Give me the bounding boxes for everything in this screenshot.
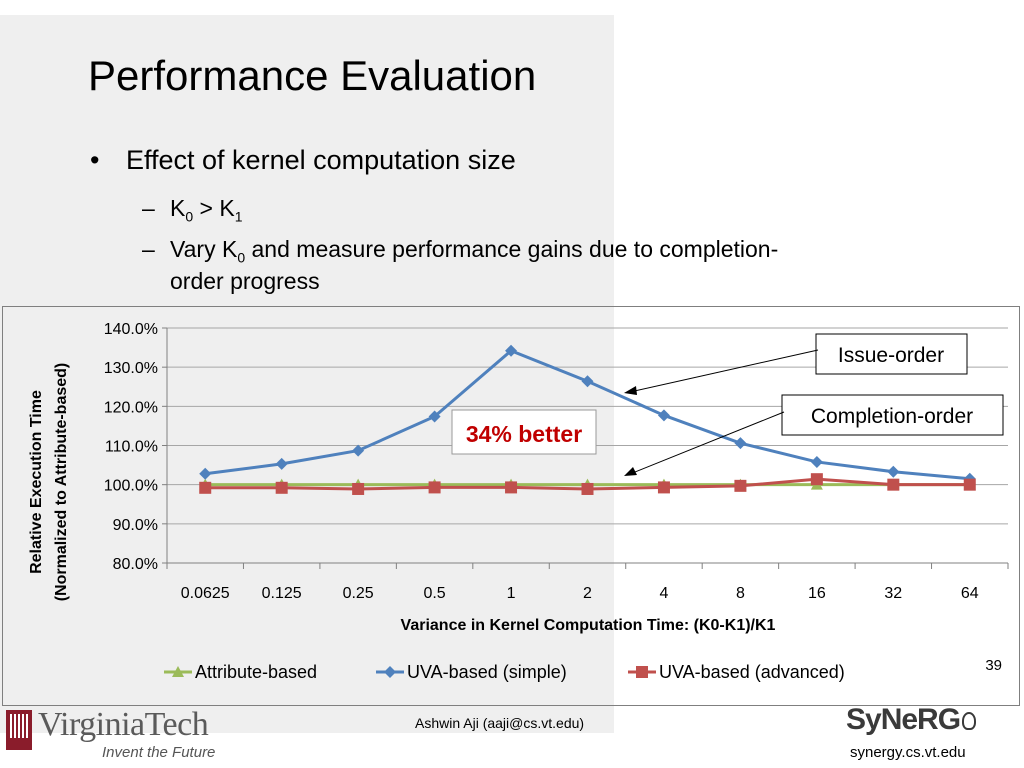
- vt-wordmark: VirginiaTech: [38, 706, 209, 744]
- issue-order-arrow: [629, 349, 819, 393]
- sub-bullet-2: – Vary K0 and measure performance gains d…: [142, 236, 778, 266]
- issue-order-label: Issue-order: [838, 344, 944, 367]
- chart-series: [199, 344, 976, 495]
- synergy-wordmark: SyNeRG: [846, 703, 961, 736]
- y-axis-label-line2: (Normalized to Attribute-based): [53, 363, 70, 602]
- square-marker: [428, 481, 441, 494]
- y-axis-label-line1: Relative Execution Time: [28, 390, 45, 574]
- bullet-text: Effect of kernel computation size: [126, 145, 516, 175]
- x-tick-label: 0.125: [262, 585, 302, 602]
- issue-order-arrowhead: [624, 386, 637, 395]
- x-tick-label: 0.25: [343, 585, 374, 602]
- diamond-marker: [352, 444, 365, 457]
- y-tick-label: 120.0%: [104, 399, 158, 416]
- sub-bullet-1: – K0 > K1: [142, 195, 243, 225]
- legend-label: Attribute-based: [195, 662, 317, 682]
- sub1-sub1: 1: [234, 208, 243, 225]
- legend-label: UVA-based (simple): [407, 662, 567, 682]
- bullet-point: • Effect of kernel computation size: [90, 145, 516, 176]
- sub1-gt: > K: [193, 195, 235, 221]
- dash-icon: –: [142, 195, 155, 221]
- square-marker: [657, 481, 670, 494]
- vt-tagline: Invent the Future: [102, 744, 216, 761]
- y-tick-label: 110.0%: [105, 439, 158, 456]
- square-marker: [352, 482, 365, 495]
- chart-frame: [2, 306, 1020, 706]
- vt-shield-icon: [6, 710, 32, 750]
- y-tick-label: 100.0%: [104, 478, 158, 495]
- square-marker: [581, 482, 594, 495]
- square-marker: [505, 481, 518, 494]
- x-tick-label: 1: [507, 585, 516, 602]
- diamond-marker: [887, 465, 900, 478]
- vt-name-virginia: Virginia: [38, 706, 145, 743]
- legend-label: UVA-based (advanced): [659, 662, 845, 682]
- diamond-marker: [384, 666, 396, 678]
- lightbulb-icon: [962, 712, 977, 731]
- diamond-marker: [505, 344, 518, 357]
- x-tick-label: 64: [961, 585, 979, 602]
- sub2-sub0: 0: [237, 249, 246, 266]
- completion-order-label: Completion-order: [811, 405, 973, 428]
- y-tick-label: 130.0%: [104, 360, 158, 377]
- triangle-marker: [172, 666, 184, 677]
- sub2-b: and measure performance gains due to com…: [245, 236, 779, 262]
- dash-icon: –: [142, 236, 155, 262]
- background-panel: [0, 15, 614, 733]
- diamond-marker: [734, 437, 747, 450]
- x-tick-label: 0.5: [423, 585, 445, 602]
- y-tick-label: 90.0%: [113, 517, 158, 534]
- square-marker: [887, 478, 900, 491]
- y-axis-ticks: 80.0% 90.0% 100.0% 110.0% 120.0% 130.0% 140.0%: [104, 321, 158, 573]
- chart-legend: Attribute-based UVA-based (simple) UVA-bas…: [164, 662, 845, 682]
- sub1-k0: K: [170, 195, 186, 221]
- x-tick-label: 2: [583, 585, 592, 602]
- x-axis-label: Variance in Kernel Computation Time: (K0…: [401, 617, 776, 634]
- x-tick-label: 16: [808, 585, 826, 602]
- x-tick-label: 4: [660, 585, 669, 602]
- square-marker: [810, 473, 823, 486]
- square-marker: [734, 479, 747, 492]
- diamond-marker: [428, 410, 441, 423]
- sub1-sub0: 0: [185, 208, 194, 225]
- diamond-marker: [275, 457, 288, 470]
- diamond-marker: [657, 409, 670, 422]
- square-marker: [275, 481, 288, 494]
- synergy-logo: SyNeRG: [846, 703, 977, 737]
- diamond-marker: [199, 467, 212, 480]
- issue-order-box: [815, 333, 968, 375]
- completion-order-arrow: [629, 411, 785, 475]
- square-marker: [963, 478, 976, 491]
- x-tick-label: 0.0625: [181, 585, 230, 602]
- diamond-marker: [810, 455, 823, 468]
- sub2-a: Vary K: [170, 236, 238, 262]
- better-box: [451, 409, 597, 455]
- completion-order-box: [781, 394, 1004, 436]
- better-label: 34% better: [466, 421, 582, 447]
- bullet-icon: •: [90, 145, 100, 175]
- vt-name-tech: Tech: [144, 706, 209, 743]
- sub-bullet-2-cont: order progress: [170, 268, 320, 294]
- square-marker: [199, 481, 212, 494]
- completion-order-arrowhead: [624, 467, 637, 476]
- square-marker: [636, 666, 648, 678]
- author-footer: Ashwin Aji (aaji@cs.vt.edu): [415, 715, 585, 731]
- x-tick-label: 32: [884, 585, 902, 602]
- synergy-url: synergy.cs.vt.edu: [850, 744, 966, 761]
- y-tick-label: 80.0%: [113, 556, 158, 573]
- page-number: 39: [985, 657, 1002, 674]
- x-axis-ticks: 0.0625 0.125 0.25 0.5 1 2 4 8 16 32 64: [181, 585, 979, 602]
- y-tick-label: 140.0%: [104, 321, 158, 338]
- diamond-marker: [581, 375, 594, 388]
- slide-title: Performance Evaluation: [88, 52, 537, 99]
- virginia-tech-logo: VirginiaTech Invent the Future: [6, 706, 246, 764]
- x-tick-label: 8: [736, 585, 745, 602]
